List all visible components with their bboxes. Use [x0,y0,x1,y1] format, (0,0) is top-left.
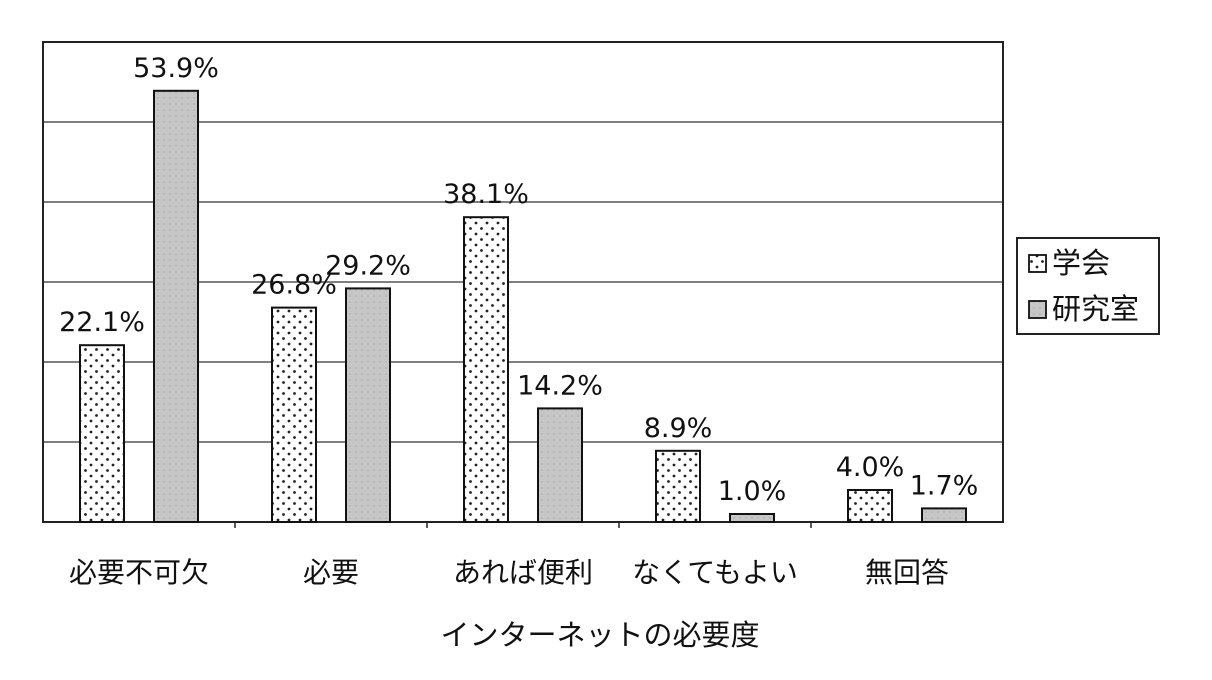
bar-kenkyushitsu-2 [537,407,583,523]
legend-swatch-1 [1028,300,1047,319]
legend-swatch-0 [1028,254,1047,273]
data-label: 22.1% [59,307,145,338]
legend-label: 研究室 [1052,292,1139,326]
category-label: 無回答 [865,556,949,589]
data-label: 4.0% [836,452,905,483]
category-label: 必要不可欠 [69,556,209,589]
legend-box [1016,237,1160,335]
bar-gakkai-2 [463,216,509,523]
legend-label: 学会 [1052,246,1110,280]
bar-gakkai-1 [271,306,317,523]
data-label: 26.8% [251,270,337,301]
bar-kenkyushitsu-1 [345,287,391,523]
data-label: 8.9% [644,413,713,444]
category-label: なくてもよい [632,556,798,589]
data-label: 1.7% [910,470,979,501]
bar-gakkai-3 [655,449,701,523]
category-label: あれば便利 [453,556,593,589]
bar-gakkai-4 [847,489,893,523]
category-label: 必要 [303,556,359,589]
data-label: 53.9% [133,53,219,84]
x-axis-title: インターネットの必要度 [440,618,759,652]
data-label: 38.1% [443,179,529,210]
bar-kenkyushitsu-3 [729,513,775,523]
data-label: 1.0% [718,476,787,507]
bar-gakkai-0 [79,344,125,524]
data-label: 14.2% [517,370,603,401]
bar-kenkyushitsu-4 [921,507,967,523]
bar-kenkyushitsu-0 [153,89,199,524]
data-label: 29.2% [325,250,411,281]
